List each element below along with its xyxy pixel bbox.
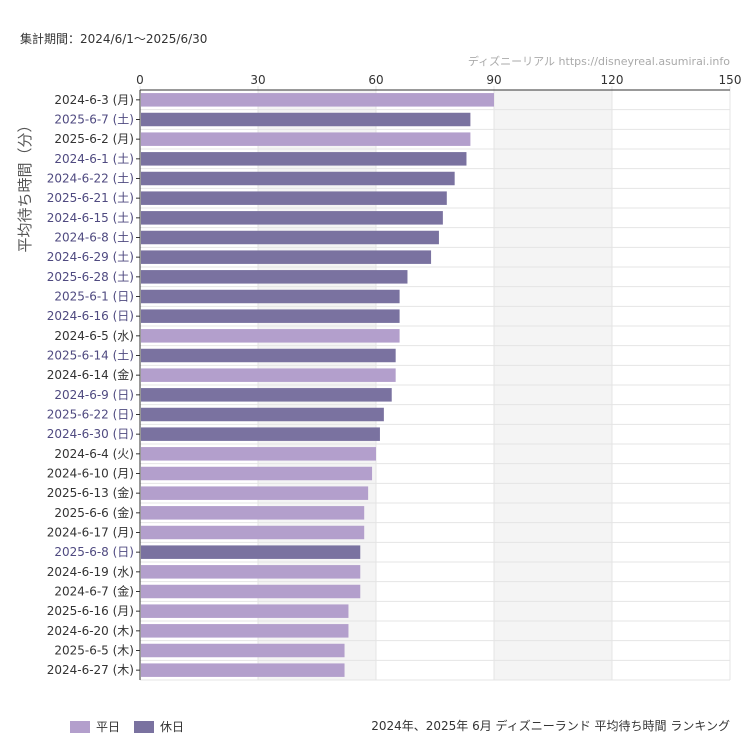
bar	[141, 348, 396, 363]
bar	[141, 604, 349, 618]
category-label: 2025-6-7 (土)	[54, 113, 134, 127]
x-tick-label: 150	[719, 73, 742, 87]
category-label: 2025-6-14 (土)	[47, 349, 134, 363]
category-label: 2025-6-28 (土)	[47, 270, 134, 284]
bar	[141, 506, 365, 520]
bar	[141, 388, 392, 402]
watermark: ディズニーリアル https://disneyreal.asumirai.inf…	[467, 55, 730, 68]
period-label: 集計期間：2024/6/1〜2025/6/30	[20, 32, 208, 46]
bar	[141, 525, 365, 540]
bar	[141, 152, 467, 166]
bar	[141, 466, 373, 481]
legend-label-holiday: 休日	[160, 720, 185, 734]
category-label: 2024-6-10 (月)	[47, 467, 134, 481]
category-label: 2024-6-17 (月)	[47, 526, 134, 540]
bar	[141, 112, 471, 127]
category-label: 2025-6-1 (日)	[54, 290, 134, 304]
category-label: 2024-6-7 (金)	[54, 584, 134, 599]
bar	[141, 643, 345, 658]
category-label: 2025-6-21 (土)	[47, 191, 134, 205]
category-label: 2025-6-16 (月)	[47, 604, 134, 618]
category-label: 2024-6-16 (日)	[47, 309, 134, 323]
bar	[141, 329, 400, 343]
bar	[141, 171, 455, 186]
bar	[141, 93, 494, 107]
legend-item-holiday: 休日	[134, 718, 184, 735]
bar	[141, 427, 380, 441]
category-label: 2025-6-2 (月)	[54, 132, 134, 146]
legend-item-weekday: 平日	[70, 718, 120, 735]
bar	[141, 132, 471, 146]
bar	[141, 565, 361, 579]
bar	[141, 270, 408, 284]
category-label: 2025-6-6 (金)	[54, 505, 134, 520]
x-tick-label: 60	[368, 73, 383, 87]
category-label: 2024-6-22 (土)	[47, 172, 134, 186]
bar	[141, 624, 349, 638]
bar	[141, 447, 376, 461]
x-tick-label: 30	[250, 73, 265, 87]
legend: 平日 休日	[70, 718, 198, 735]
legend-swatch-weekday	[70, 720, 90, 733]
category-label: 2024-6-20 (木)	[47, 624, 134, 638]
category-label: 2024-6-4 (火)	[54, 447, 134, 461]
y-axis-title: 平均待ち時間（分）	[16, 117, 34, 252]
x-tick-label: 120	[601, 73, 624, 87]
ranking-bar-chart: 0 30 60 90 120 150 2024-6-3 (月) 2025-6-7 (土) 202…	[16, 73, 742, 681]
category-label: 2024-6-5 (水)	[54, 329, 134, 343]
bar	[141, 191, 447, 205]
bar	[141, 230, 439, 245]
legend-label-weekday: 平日	[96, 720, 121, 734]
category-label: 2024-6-8 (土)	[54, 231, 134, 245]
category-label: 2025-6-22 (日)	[47, 408, 134, 422]
category-label: 2024-6-15 (土)	[47, 211, 134, 225]
bar	[141, 309, 400, 323]
legend-swatch-holiday	[134, 720, 155, 733]
category-label: 2025-6-8 (日)	[54, 545, 134, 559]
category-label: 2025-6-5 (木)	[54, 644, 134, 658]
category-label: 2024-6-19 (水)	[47, 565, 134, 579]
category-label: 2024-6-30 (日)	[47, 427, 134, 441]
bar	[141, 289, 400, 304]
category-label: 2024-6-27 (木)	[47, 663, 134, 677]
bar	[141, 486, 369, 500]
category-label: 2025-6-13 (金)	[47, 485, 134, 500]
category-label: 2024-6-9 (日)	[54, 388, 134, 402]
x-tick-label: 90	[486, 73, 501, 87]
bar	[141, 211, 443, 225]
chart-caption: 2024年、2025年 6月 ディズニーランド 平均待ち時間 ランキング	[371, 719, 730, 733]
bar	[141, 584, 361, 599]
bar	[141, 250, 432, 264]
bar	[141, 545, 361, 559]
category-label: 2024-6-1 (土)	[54, 152, 134, 166]
category-label: 2024-6-29 (土)	[47, 250, 134, 264]
bar	[141, 368, 396, 382]
x-tick-label: 0	[136, 73, 144, 87]
bar	[141, 663, 345, 677]
category-label: 2024-6-3 (月)	[54, 93, 134, 107]
bar	[141, 407, 384, 422]
category-label: 2024-6-14 (金)	[47, 367, 134, 382]
